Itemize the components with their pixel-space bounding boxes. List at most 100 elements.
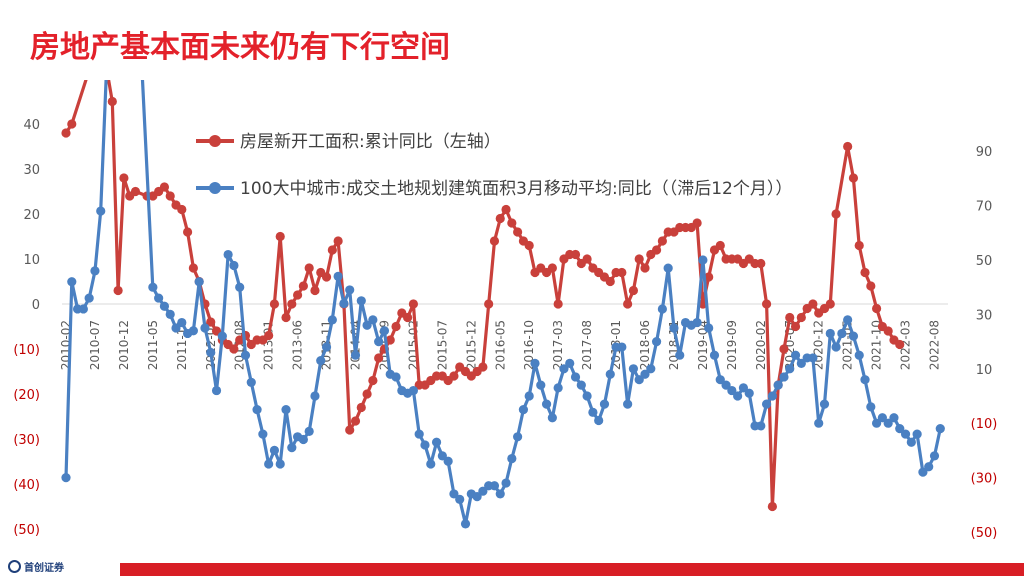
x-tick-label: 2022-08 [928,320,942,370]
series-2-point [235,282,245,292]
series-1-point [107,96,117,107]
series-2-point [165,309,175,319]
series-2-point [761,399,772,409]
series-1-point [651,245,662,255]
series-2-point [339,298,349,309]
x-tick-label: 2017-03 [551,320,565,370]
series-2-point [628,364,639,374]
series-2-point [605,369,615,379]
series-1-point [779,344,789,354]
left-axis-tick-label: 40 [23,118,40,133]
series-2-point [883,418,893,428]
series-2-point [431,437,442,447]
series-1-point [843,141,853,152]
series-1-point [623,299,633,309]
page-title: 房地产基本面未来仍有下行空间 [30,30,450,65]
series-2-point [877,413,887,423]
series-2-point [252,405,262,415]
series-2-point [414,429,424,439]
series-2-point [426,459,436,469]
right-y-axis: 90 70 50 30 10 (10) (30) (50) [971,145,998,541]
left-axis-tick-label: 30 [23,163,40,178]
series-1-point [825,299,835,309]
series-2-point [229,260,239,271]
series-2-point [333,271,343,281]
x-tick-label: 2017-08 [580,320,594,370]
series-2-point [715,375,725,385]
x-tick-label: 2010-12 [117,320,131,370]
series-2-point [275,459,285,469]
series-2-point [177,317,187,328]
x-tick-label: 2010-07 [88,320,102,370]
series-1-point [61,128,71,138]
legend-label: 房屋新开工面积:累计同比（左轴） [240,132,501,152]
series-2-point [570,372,581,382]
series-1-point [831,209,841,219]
series-2-point [159,301,170,311]
series-1 [61,80,905,512]
left-axis-tick-label: (10) [13,343,40,358]
series-2-point [738,383,749,393]
series-2-point [350,350,361,360]
series-2-point [588,407,598,417]
series-2-point [281,405,291,415]
series-1-point [304,263,314,273]
series-2-point [860,375,870,385]
series-2-point [327,315,337,325]
series-layer [61,80,945,529]
company-logo: 首创证券 [8,558,64,574]
legend: 房屋新开工面积:累计同比（左轴） 100大中城市:成交土地规划建筑面积3月移动平均… [196,132,792,199]
series-1-point [570,249,581,260]
series-1-point [767,501,777,512]
series-2-point [872,418,882,428]
series-1-point [403,312,413,323]
series-2-point [304,426,314,436]
series-1-point [321,272,332,282]
x-tick-label: 2018-06 [638,320,652,370]
series-2-point [460,519,471,529]
series-1-point [333,236,343,246]
x-tick-label: 2011-05 [146,320,160,370]
series-1-point [808,299,818,309]
series-1-point [692,218,702,228]
series-2-point [530,358,540,368]
series-2-point [269,445,280,455]
series-2-point [345,285,355,295]
series-2-point [582,391,592,401]
logo-icon [8,559,21,573]
series-1-point [547,263,557,273]
series-2-point [929,451,940,461]
series-2-point [391,372,401,382]
series-2-point [443,456,453,466]
series-2-point [298,434,308,445]
right-axis-tick-label: 90 [976,145,993,160]
series-2-point [362,320,372,330]
series-2-point [843,315,853,325]
series-2-line [64,80,942,526]
series-2-point [912,429,922,439]
series-2-point [287,443,297,453]
series-1-point [356,402,366,413]
series-2-point [866,402,876,412]
series-2-point [819,399,830,409]
series-2-point [623,399,633,409]
x-tick-label: 2019-09 [725,320,739,370]
series-1-point [229,344,239,354]
series-1-point [495,213,505,224]
right-axis-tick-label: (30) [971,472,998,487]
series-1-point [310,285,320,296]
series-1-point [756,258,766,269]
x-tick-label: 2020-02 [754,320,768,370]
series-2-point [709,350,720,360]
series-2-point [200,323,210,333]
series-2-point [437,451,447,461]
series-1-point [883,326,893,336]
series-2-point [90,266,100,276]
series-2-point [837,328,847,339]
series-2-point [727,385,737,396]
series-2-point [524,391,534,401]
series-1-point [640,263,650,273]
series-2-point [767,391,777,401]
series-2-point [935,424,945,434]
series-1-point [368,375,378,386]
